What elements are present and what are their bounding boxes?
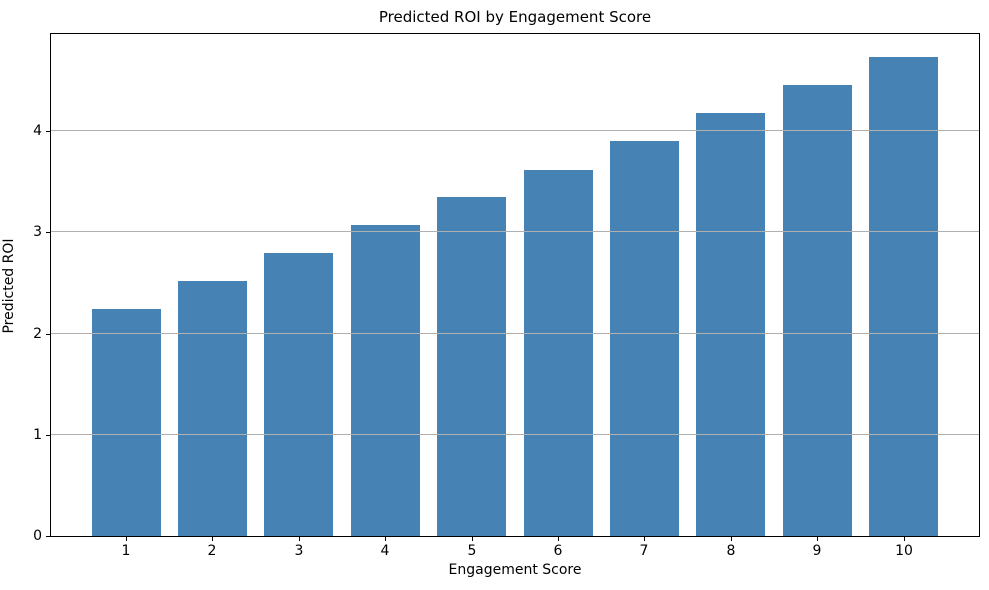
y-tick-label-3: 3	[33, 224, 42, 240]
x-tick-label-4: 4	[380, 543, 390, 559]
y-tick-mark-2	[46, 334, 50, 335]
chart-title: Predicted ROI by Engagement Score	[378, 8, 652, 26]
y-tick-mark-3	[46, 232, 50, 233]
bar-engagement-9	[782, 85, 852, 536]
gridline-y-4	[51, 130, 979, 131]
x-tick-label-10: 10	[895, 543, 913, 559]
y-tick-mark-0	[46, 536, 50, 537]
x-tick-mark-4	[385, 537, 386, 541]
x-tick-label-2: 2	[207, 543, 217, 559]
x-tick-label-3: 3	[294, 543, 304, 559]
y-tick-label-1: 1	[33, 427, 42, 443]
bar-engagement-4	[350, 225, 420, 536]
x-tick-label-8: 8	[726, 543, 736, 559]
bar-engagement-1	[91, 309, 161, 536]
x-tick-mark-6	[558, 537, 559, 541]
x-tick-label-1: 1	[121, 543, 131, 559]
x-tick-label-5: 5	[467, 543, 477, 559]
bar-engagement-5	[437, 197, 507, 536]
y-tick-mark-1	[46, 435, 50, 436]
y-tick-label-4: 4	[33, 123, 42, 139]
x-tick-mark-7	[644, 537, 645, 541]
plot-area	[50, 33, 980, 537]
y-tick-label-0: 0	[33, 528, 42, 544]
y-tick-mark-4	[46, 131, 50, 132]
x-tick-mark-5	[472, 537, 473, 541]
bar-engagement-3	[264, 253, 334, 536]
y-tick-label-2: 2	[33, 326, 42, 342]
x-tick-label-6: 6	[553, 543, 563, 559]
x-tick-mark-9	[817, 537, 818, 541]
x-tick-mark-1	[126, 537, 127, 541]
bar-engagement-2	[177, 281, 247, 536]
x-tick-mark-10	[904, 537, 905, 541]
x-tick-mark-2	[212, 537, 213, 541]
bar-engagement-7	[609, 141, 679, 536]
x-tick-mark-8	[731, 537, 732, 541]
bar-engagement-8	[696, 113, 766, 536]
x-tick-label-9: 9	[812, 543, 822, 559]
bar-engagement-10	[869, 57, 939, 536]
x-tick-mark-3	[299, 537, 300, 541]
x-tick-label-7: 7	[639, 543, 649, 559]
x-axis-label: Engagement Score	[448, 562, 582, 578]
bar-engagement-6	[523, 170, 593, 536]
gridline-y-3	[51, 231, 979, 232]
gridline-y-1	[51, 434, 979, 435]
gridline-y-2	[51, 333, 979, 334]
